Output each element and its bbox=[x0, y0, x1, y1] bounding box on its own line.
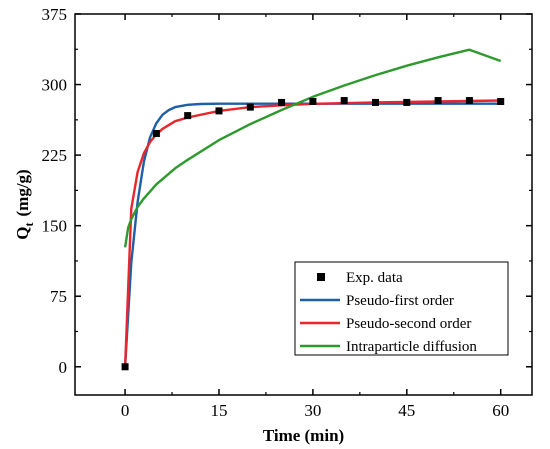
y-tick-label: 300 bbox=[42, 76, 68, 95]
y-axis-title-unit: (mg/g) bbox=[13, 169, 32, 216]
legend-box bbox=[294, 261, 509, 356]
data-point bbox=[309, 97, 317, 105]
legend-label: Pseudo-second order bbox=[346, 316, 471, 332]
data-point bbox=[184, 112, 192, 120]
y-tick-label: 0 bbox=[59, 358, 68, 377]
data-point bbox=[152, 129, 160, 137]
x-tick-label: 0 bbox=[121, 401, 130, 420]
x-tick-label: 30 bbox=[304, 401, 321, 420]
legend-label: Intraparticle diffusion bbox=[346, 339, 477, 355]
data-point bbox=[215, 107, 223, 115]
legend: Exp. data Pseudo-first order Pseudo-second… bbox=[294, 261, 509, 356]
data-point bbox=[278, 98, 286, 106]
legend-label: Exp. data bbox=[346, 270, 403, 286]
y-tick-label: 150 bbox=[42, 217, 68, 236]
x-tick-label: 45 bbox=[398, 401, 415, 420]
axis-ticks: 0 15 30 45 60 0 75 150 225 300 375 bbox=[42, 5, 532, 420]
data-point bbox=[121, 363, 129, 371]
y-tick-label: 75 bbox=[50, 287, 67, 306]
data-point bbox=[371, 98, 379, 106]
x-tick-label: 15 bbox=[210, 401, 227, 420]
y-tick-label: 225 bbox=[42, 146, 68, 165]
series-line bbox=[123, 48, 502, 248]
data-point bbox=[434, 97, 442, 105]
series-layer bbox=[121, 48, 505, 371]
legend-marker bbox=[317, 273, 325, 281]
x-axis-title: Time (min) bbox=[263, 426, 344, 445]
y-axis-title-subscript: t bbox=[22, 222, 36, 226]
x-tick-label: 60 bbox=[492, 401, 509, 420]
data-point bbox=[465, 97, 473, 105]
y-axis-title-main: Q bbox=[13, 226, 32, 239]
y-axis-title: Qt (mg/g) bbox=[13, 169, 36, 239]
data-point bbox=[403, 98, 411, 106]
data-point bbox=[340, 97, 348, 105]
plot-frame bbox=[74, 13, 533, 396]
data-point bbox=[497, 97, 505, 105]
y-tick-label: 375 bbox=[42, 5, 68, 24]
legend-label: Pseudo-first order bbox=[346, 293, 454, 309]
data-point bbox=[246, 103, 254, 111]
